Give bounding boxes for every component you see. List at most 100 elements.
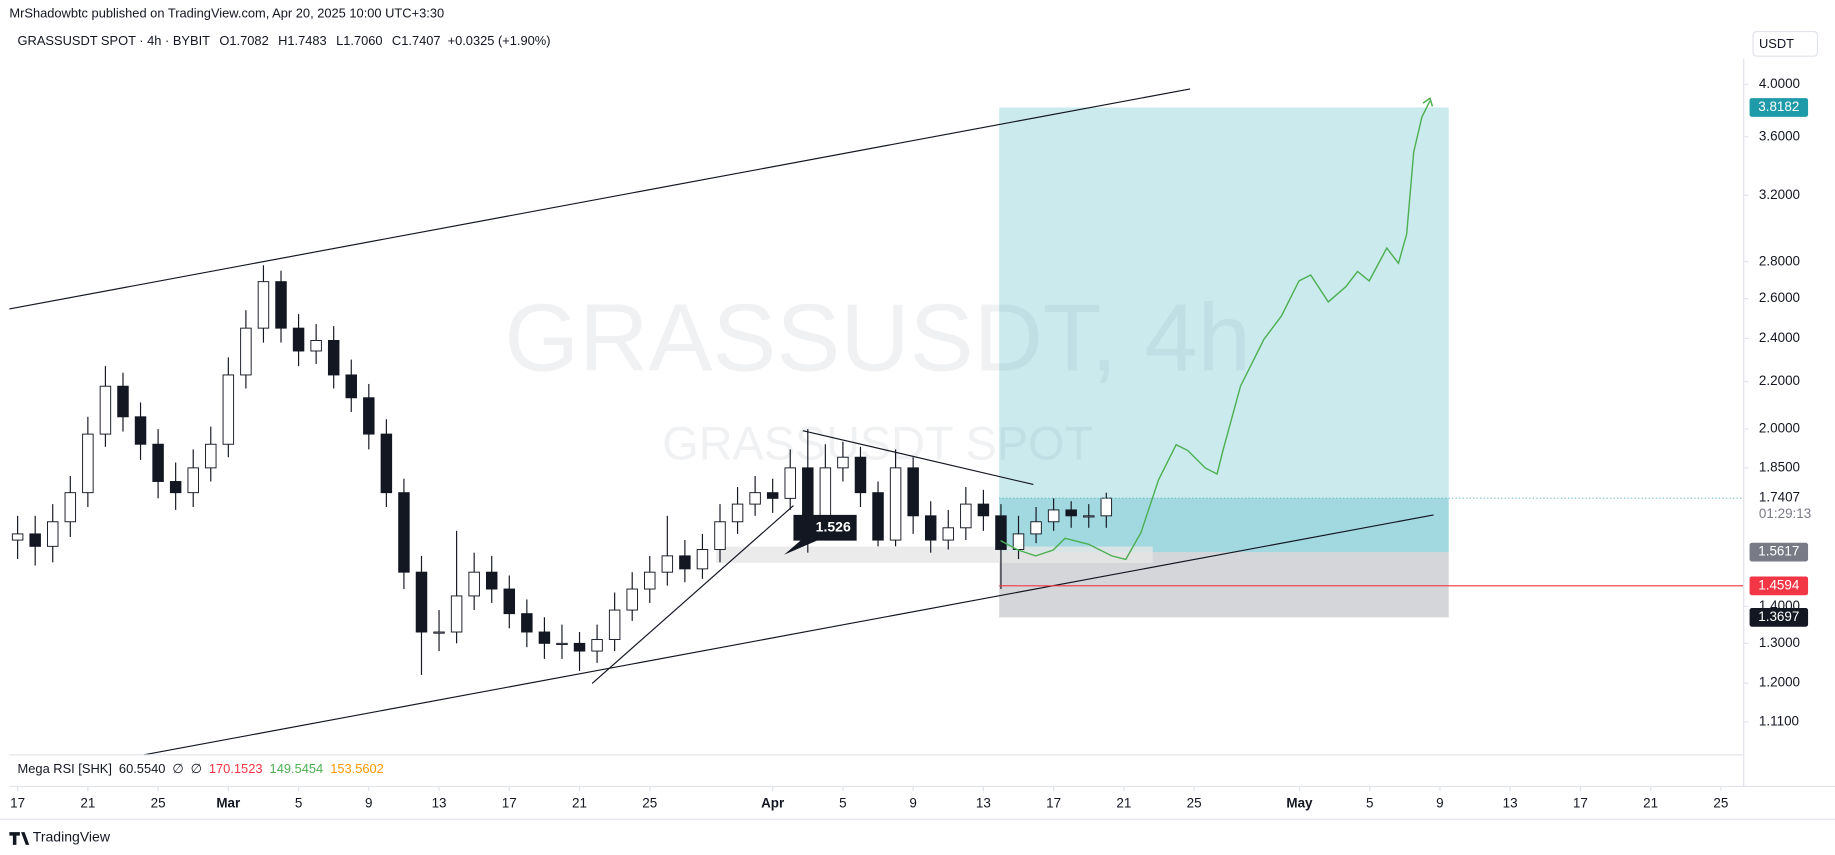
- price-label: 1.3697: [1758, 609, 1799, 624]
- price-label-box: [1749, 98, 1809, 117]
- projection-arrow: [1422, 97, 1434, 107]
- indicator-value: 170.1523: [209, 761, 263, 776]
- candle-body: [292, 327, 305, 352]
- price-label: 1.4594: [1758, 577, 1800, 592]
- candle-body: [1083, 515, 1095, 518]
- open-profit-zone: [999, 498, 1449, 553]
- symbol-legend: GRASSUSDT SPOT · 4h · BYBIT O1.7082 H1.748…: [18, 34, 551, 49]
- channel-top: [9, 88, 1191, 310]
- candle-body: [608, 609, 621, 641]
- indicator-value: 149.5454: [270, 761, 324, 776]
- annotation: 1.526: [816, 518, 851, 534]
- candle-body: [415, 571, 428, 633]
- candle-body: [573, 642, 586, 652]
- candle-body: [538, 631, 551, 644]
- candle-body: [503, 588, 516, 615]
- tradingview-logo: [9, 832, 30, 845]
- x-tick-label: 21: [1116, 796, 1131, 811]
- annotation-bubble: [784, 514, 857, 555]
- indicator-name: Mega RSI [SHK]: [18, 761, 112, 776]
- candle-body: [521, 613, 533, 633]
- candle-body: [907, 467, 919, 517]
- candle-body: [889, 467, 902, 541]
- candle-body: [591, 639, 603, 652]
- currency-button[interactable]: [1752, 31, 1819, 57]
- indicator-legend: Mega RSI [SHK] 60.5540 ∅ ∅ 170.1523 149.5454 1…: [18, 761, 384, 776]
- candle-body: [854, 456, 867, 494]
- x-tick-label: 13: [1503, 796, 1518, 811]
- y-tick-label: 1.1100: [1759, 713, 1799, 728]
- candle-body: [47, 521, 59, 547]
- y-tick-label: 2.4000: [1759, 330, 1800, 345]
- indicator-value: 60.5540: [119, 761, 165, 776]
- candle-body: [626, 588, 638, 611]
- candle-body: [1100, 497, 1113, 517]
- y-tick-label: 2.8000: [1759, 253, 1800, 268]
- watermark-title: GRASSUSDT, 4h: [504, 285, 1251, 392]
- publisher: MrShadowbtc published on TradingView.com…: [9, 5, 444, 20]
- x-tick-label: 25: [1713, 796, 1728, 811]
- x-tick-label: 17: [1573, 796, 1588, 811]
- candle-body: [731, 503, 744, 523]
- candle-body: [1047, 509, 1060, 523]
- rising-support: [591, 505, 794, 684]
- x-tick-label: 25: [642, 796, 657, 811]
- loss-zone: [999, 552, 1449, 618]
- candle-body: [679, 555, 691, 570]
- candle-body: [275, 281, 287, 329]
- candle-body: [837, 456, 849, 469]
- y-tick-label: 2.2000: [1759, 373, 1800, 388]
- candle-body: [802, 467, 814, 517]
- price-label-box: [1749, 576, 1809, 596]
- candle-body: [450, 595, 463, 633]
- candle-body: [696, 549, 709, 570]
- candle-body: [1012, 533, 1025, 550]
- close: C1.7407: [392, 34, 441, 49]
- open: O1.7082: [219, 34, 268, 49]
- x-tick-label: Apr: [761, 796, 785, 811]
- candle-body: [714, 521, 726, 550]
- candle-body: [468, 571, 480, 597]
- indicator-value: 153.5602: [330, 761, 384, 776]
- drawings: [9, 88, 1434, 756]
- x-tick-label: 9: [909, 796, 916, 811]
- candle-body: [784, 467, 796, 499]
- x-tick-label: 5: [295, 796, 302, 811]
- x-tick-label: May: [1286, 796, 1313, 811]
- x-tick-label: 5: [839, 796, 846, 811]
- candle-body: [327, 340, 340, 376]
- x-tick-label: Mar: [216, 796, 241, 811]
- candle-body: [1030, 521, 1042, 535]
- candle-body: [485, 571, 498, 590]
- x-tick-label: 25: [151, 796, 166, 811]
- x-tick-label: 5: [1366, 796, 1373, 811]
- candle-body: [240, 327, 252, 376]
- candle-body: [82, 433, 94, 494]
- x-tick-label: 17: [10, 796, 25, 811]
- candle-body: [99, 385, 112, 435]
- candle-body: [556, 642, 568, 645]
- countdown: 01:29:13: [1759, 506, 1811, 521]
- last-price-label: 1.7407: [1759, 490, 1800, 505]
- y-tick-label: 2.6000: [1759, 290, 1800, 305]
- candle-body: [433, 631, 445, 634]
- candle-body: [64, 492, 77, 523]
- candle-body: [363, 397, 375, 435]
- y-tick-label: 1.3000: [1759, 635, 1800, 650]
- x-tick-label: 21: [572, 796, 587, 811]
- candle-body: [766, 492, 779, 499]
- currency[interactable]: USDT: [1759, 36, 1794, 51]
- watermark-subtitle: GRASSUSDT SPOT: [662, 417, 1093, 469]
- price-label-box: [1749, 542, 1809, 562]
- candle-body: [749, 492, 761, 505]
- candle-body: [134, 416, 147, 445]
- candle-body: [819, 467, 832, 517]
- candle-body: [644, 571, 656, 590]
- candle-body: [345, 374, 357, 399]
- candles: [11, 265, 1113, 675]
- y-tick-label: 3.2000: [1759, 187, 1800, 202]
- support-zone: [716, 546, 1153, 563]
- candle-body: [11, 533, 24, 541]
